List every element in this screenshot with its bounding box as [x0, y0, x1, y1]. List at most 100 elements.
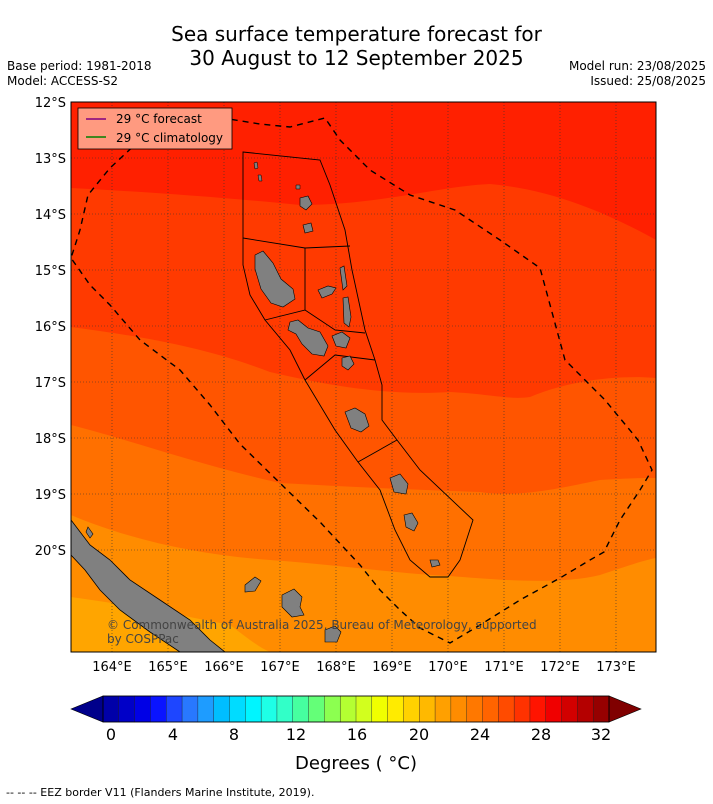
eez-border	[71, 115, 653, 644]
lon-label: 172°E	[540, 660, 580, 675]
new-caledonia-land	[71, 519, 226, 652]
meta-left: Base period: 1981-2018 Model: ACCESS-S2	[7, 59, 152, 89]
colorbar-cell	[213, 695, 231, 723]
lon-label: 165°E	[148, 660, 188, 675]
lat-label: 12°S	[35, 96, 66, 111]
colorbar-cell	[355, 695, 373, 723]
island-maewo-region	[317, 285, 337, 299]
island-malekula	[287, 319, 329, 357]
title-line-1: Sea surface temperature forecast for	[171, 22, 542, 46]
island-loyalty-1	[244, 576, 262, 593]
copyright-line-2: by COSPPac	[107, 632, 179, 646]
island-loyalty-2	[281, 588, 305, 618]
colorbar-tick: 12	[286, 725, 306, 744]
lat-label: 13°S	[35, 152, 66, 167]
colorbar-cell	[387, 695, 404, 723]
colorbar-tick: 8	[229, 725, 239, 744]
colorbar-cell	[371, 695, 389, 723]
legend-climatology-label: 29 °C climatology	[116, 131, 223, 145]
lon-label: 171°E	[484, 660, 524, 675]
lat-label: 18°S	[35, 432, 66, 447]
lon-label: 170°E	[428, 660, 468, 675]
colorbar-cell	[166, 695, 183, 723]
colorbar: 0 4 8 12 16 20 24 28 32 Degrees ( °C)	[70, 695, 642, 774]
legend-box: 29 °C forecast 29 °C climatology	[77, 107, 233, 150]
colorbar-cell	[324, 695, 341, 723]
colorbar-cell	[592, 695, 610, 723]
colorbar-max-extend	[608, 695, 642, 723]
colorbar-cell	[197, 695, 215, 723]
colorbar-tick: 24	[470, 725, 490, 744]
colorbar-cell	[498, 695, 515, 723]
colorbar-cell	[482, 695, 499, 723]
lat-label: 17°S	[35, 376, 66, 391]
eez-footnote: -- -- -- EEZ border V11 (Flanders Marine…	[6, 786, 315, 799]
colorbar-cells	[102, 695, 610, 723]
colorbar-tick: 32	[591, 725, 611, 744]
colorbar-cell	[466, 695, 484, 723]
colorbar-cell	[308, 695, 325, 723]
longitude-labels: 164°E 165°E 166°E 167°E 168°E 169°E 170°…	[92, 660, 636, 675]
lon-label: 164°E	[92, 660, 132, 675]
copyright-line-1: © Commonwealth of Australia 2025, Bureau…	[107, 618, 537, 632]
legend-background	[77, 107, 233, 150]
island-gaua	[302, 222, 314, 234]
island-loyalty-3	[324, 625, 342, 643]
lat-label: 20°S	[35, 544, 66, 559]
colorbar-tick: 4	[168, 725, 178, 744]
colorbar-ticks: 0 4 8 12 16 20 24 28 32	[106, 725, 611, 744]
title-line-2: 30 August to 12 September 2025	[189, 46, 524, 70]
colorbar-tick: 0	[106, 725, 116, 744]
colorbar-cell	[118, 695, 136, 723]
island-maewo	[339, 265, 348, 291]
legend-forecast-label: 29 °C forecast	[116, 112, 202, 126]
colorbar-cell	[529, 695, 547, 723]
lon-label: 168°E	[316, 660, 356, 675]
lon-label: 169°E	[372, 660, 412, 675]
colorbar-cell	[561, 695, 578, 723]
lat-label: 19°S	[35, 488, 66, 503]
colorbar-cell	[434, 695, 452, 723]
colorbar-cell	[245, 695, 262, 723]
land-masses	[71, 161, 441, 652]
island-vanua-lava	[299, 195, 313, 211]
colorbar-cell	[276, 695, 294, 723]
lon-label: 166°E	[204, 660, 244, 675]
island-erromango	[389, 473, 409, 495]
province-boundaries	[242, 151, 474, 578]
copyright-note: © Commonwealth of Australia 2025, Bureau…	[107, 618, 537, 646]
colorbar-tick: 28	[531, 725, 551, 744]
colorbar-tick: 20	[409, 725, 429, 744]
island-banks-small	[295, 184, 301, 190]
colorbar-cell	[292, 695, 310, 723]
lon-label: 167°E	[260, 660, 300, 675]
colorbar-cell	[150, 695, 167, 723]
island-ambrym	[331, 331, 351, 349]
colorbar-cell	[577, 695, 594, 723]
map-frame	[70, 101, 657, 653]
island-torres-2	[257, 174, 263, 182]
issued-date: Issued: 25/08/2025	[590, 74, 706, 88]
colorbar-cell	[339, 695, 357, 723]
colorbar-cell	[419, 695, 436, 723]
island-espiritu-santo	[254, 250, 296, 308]
colorbar-cell	[134, 695, 151, 723]
meta-right: Model run: 23/08/2025 Issued: 25/08/2025	[569, 59, 706, 89]
model-name: Model: ACCESS-S2	[7, 74, 119, 88]
colorbar-cell	[260, 695, 278, 723]
colorbar-frame	[102, 695, 610, 723]
island-torres-1	[253, 161, 259, 170]
island-pentecost	[342, 296, 352, 328]
latitude-labels: 12°S 13°S 14°S 15°S 16°S 17°S 18°S 19°S …	[35, 96, 66, 559]
lat-label: 14°S	[35, 208, 66, 223]
colorbar-cell	[513, 695, 531, 723]
island-epi	[341, 355, 355, 371]
colorbar-cell	[102, 695, 120, 723]
colorbar-tick: 16	[347, 725, 367, 744]
lon-label: 173°E	[596, 660, 636, 675]
sst-field	[71, 102, 656, 652]
lat-label: 16°S	[35, 320, 66, 335]
chart-title: Sea surface temperature forecast for 30 …	[0, 22, 713, 70]
island-tanna	[403, 512, 419, 532]
